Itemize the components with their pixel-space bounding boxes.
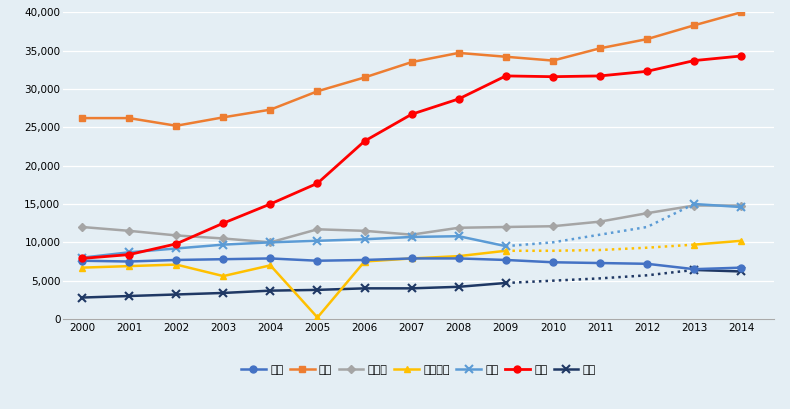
米国 — [359, 75, 369, 80]
韓国 — [407, 286, 416, 291]
中国 — [736, 54, 746, 58]
日本 — [690, 267, 699, 272]
ドイツ — [501, 225, 510, 229]
ドイツ — [77, 225, 87, 229]
米国 — [265, 107, 275, 112]
米国 — [548, 58, 558, 63]
Legend: 日本, 米国, ドイツ, フランス, 英国, 中国, 韓国: 日本, 米国, ドイツ, フランス, 英国, 中国, 韓国 — [241, 364, 596, 375]
フランス — [265, 263, 275, 268]
米国 — [219, 115, 228, 120]
ドイツ — [407, 232, 416, 237]
日本 — [548, 260, 558, 265]
フランス — [313, 315, 322, 320]
Line: 米国: 米国 — [78, 9, 745, 129]
ドイツ — [454, 225, 464, 230]
英国 — [407, 234, 416, 239]
英国 — [124, 250, 134, 255]
日本 — [454, 256, 464, 261]
フランス — [454, 254, 464, 258]
フランス — [359, 259, 369, 264]
米国 — [501, 54, 510, 59]
英国 — [77, 255, 87, 260]
米国 — [736, 10, 746, 15]
米国 — [642, 37, 652, 42]
米国 — [407, 60, 416, 65]
日本 — [265, 256, 275, 261]
日本 — [359, 258, 369, 263]
Line: フランス: フランス — [78, 247, 510, 321]
韓国 — [171, 292, 181, 297]
日本 — [219, 257, 228, 262]
Line: ドイツ: ドイツ — [79, 203, 744, 245]
Line: 日本: 日本 — [78, 255, 745, 273]
韓国 — [265, 288, 275, 293]
韓国 — [77, 295, 87, 300]
中国 — [219, 221, 228, 226]
中国 — [454, 97, 464, 101]
中国 — [77, 256, 87, 261]
ドイツ — [124, 228, 134, 233]
フランス — [77, 265, 87, 270]
中国 — [690, 58, 699, 63]
英国 — [359, 237, 369, 242]
韓国 — [124, 294, 134, 299]
韓国 — [454, 284, 464, 289]
米国 — [313, 89, 322, 94]
日本 — [171, 258, 181, 263]
中国 — [501, 74, 510, 79]
ドイツ — [642, 211, 652, 216]
英国 — [219, 242, 228, 247]
中国 — [359, 139, 369, 144]
ドイツ — [265, 240, 275, 245]
中国 — [595, 74, 604, 79]
韓国 — [313, 288, 322, 292]
韓国 — [219, 290, 228, 295]
フランス — [124, 264, 134, 269]
米国 — [171, 124, 181, 128]
Line: 韓国: 韓国 — [78, 279, 510, 302]
英国 — [454, 234, 464, 238]
英国 — [313, 238, 322, 243]
米国 — [77, 116, 87, 121]
中国 — [265, 202, 275, 207]
ドイツ — [359, 228, 369, 233]
フランス — [219, 274, 228, 279]
韓国 — [359, 286, 369, 291]
ドイツ — [736, 203, 746, 208]
英国 — [265, 240, 275, 245]
フランス — [407, 256, 416, 261]
日本 — [313, 258, 322, 263]
米国 — [124, 116, 134, 121]
ドイツ — [171, 233, 181, 238]
英国 — [171, 246, 181, 251]
英国 — [501, 244, 510, 249]
日本 — [736, 265, 746, 270]
ドイツ — [219, 236, 228, 241]
ドイツ — [548, 224, 558, 229]
韓国 — [501, 281, 510, 285]
中国 — [642, 69, 652, 74]
日本 — [407, 256, 416, 261]
中国 — [407, 112, 416, 117]
日本 — [501, 258, 510, 263]
中国 — [313, 181, 322, 186]
米国 — [595, 46, 604, 51]
フランス — [171, 262, 181, 267]
日本 — [77, 258, 87, 263]
日本 — [124, 259, 134, 264]
ドイツ — [690, 203, 699, 208]
中国 — [171, 241, 181, 246]
ドイツ — [595, 219, 604, 224]
米国 — [454, 50, 464, 55]
日本 — [642, 261, 652, 266]
Line: 英国: 英国 — [78, 232, 510, 262]
米国 — [690, 23, 699, 28]
ドイツ — [313, 227, 322, 232]
フランス — [501, 248, 510, 253]
日本 — [595, 261, 604, 265]
Line: 中国: 中国 — [78, 52, 745, 262]
中国 — [548, 74, 558, 79]
中国 — [124, 252, 134, 257]
